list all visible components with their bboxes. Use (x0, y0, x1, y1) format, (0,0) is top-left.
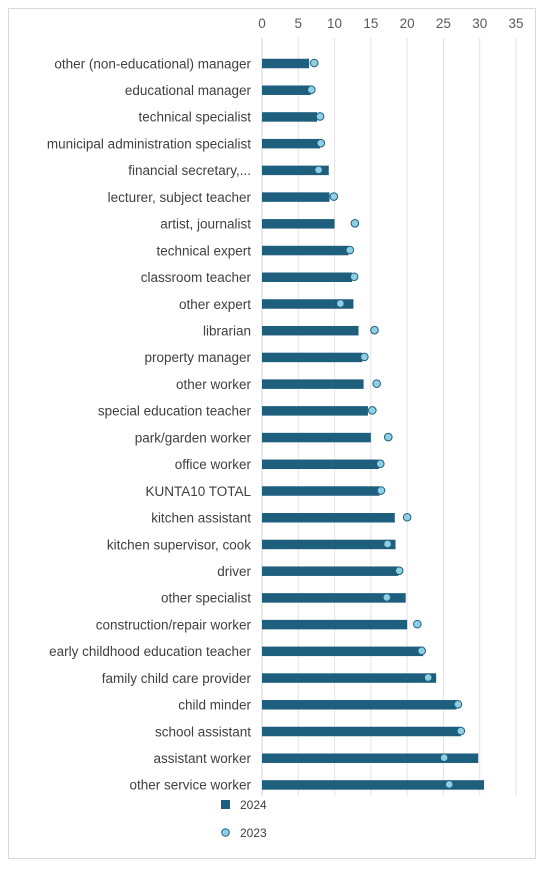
category-label: park/garden worker (135, 430, 252, 445)
x-tick-label: 20 (400, 16, 415, 31)
category-label: KUNTA10 TOTAL (145, 484, 251, 499)
bar-2024 (262, 593, 406, 603)
marker-2023 (360, 352, 369, 362)
category-label: artist, journalist (160, 217, 251, 232)
marker-2023 (444, 780, 454, 789)
bar-2024 (262, 539, 396, 550)
marker-2023 (315, 112, 325, 121)
marker-2023 (423, 673, 433, 682)
category-label: property manager (144, 350, 251, 365)
bar-2024 (262, 138, 321, 149)
bar-2024 (262, 379, 364, 389)
marker-2023 (439, 753, 449, 763)
marker-2023 (368, 406, 377, 415)
category-label: librarian (203, 324, 251, 339)
category-label: special education teacher (98, 404, 252, 419)
x-tick-label: 5 (295, 16, 303, 31)
marker-2023 (383, 432, 393, 442)
category-label: kitchen supervisor, cook (107, 537, 251, 552)
bar-2024 (262, 646, 424, 657)
bar-2024 (262, 512, 395, 523)
category-label: classroom teacher (141, 270, 252, 285)
bar-2024 (262, 406, 368, 416)
category-label: other (non-educational) manager (54, 56, 251, 71)
legend-label-2024: 2024 (240, 798, 267, 812)
marker-2023 (372, 379, 381, 388)
bar-2024 (262, 165, 329, 176)
category-label: school assistant (155, 724, 251, 739)
bar-2024 (262, 673, 437, 683)
category-label: other service worker (129, 778, 251, 793)
bar-2024 (262, 780, 485, 790)
marker-2023 (456, 726, 466, 736)
category-label: early childhood education teacher (49, 644, 251, 659)
marker-2023 (375, 459, 385, 469)
marker-2023 (336, 299, 345, 308)
x-tick-label: 25 (436, 16, 451, 31)
category-label: construction/repair worker (96, 617, 252, 632)
category-label: family child care provider (102, 671, 252, 686)
bar-2024 (262, 566, 399, 576)
marker-2023 (350, 219, 360, 228)
category-label: technical specialist (138, 110, 251, 125)
legend-label-2023: 2023 (240, 826, 267, 840)
marker-2023 (394, 566, 404, 575)
marker-2023 (345, 245, 355, 255)
category-label: technical expert (156, 243, 251, 258)
marker-2023 (402, 512, 412, 522)
bar-2024 (262, 486, 380, 496)
bar-2024 (262, 619, 408, 630)
marker-2023 (417, 646, 426, 656)
bar-2024 (262, 352, 363, 363)
bar-2024 (262, 85, 311, 95)
marker-2023 (314, 165, 323, 175)
marker-2023 (453, 699, 463, 709)
bar-2024 (262, 192, 330, 202)
marker-2023 (382, 593, 392, 602)
bar-2024 (262, 245, 349, 256)
category-label: municipal administration specialist (47, 136, 251, 151)
bar-2024 (262, 299, 354, 309)
legend-swatch-2023 (221, 828, 230, 837)
category-label: driver (217, 564, 251, 579)
bar-2024 (262, 219, 335, 229)
x-tick-label: 35 (508, 16, 523, 31)
category-label: assistant worker (153, 751, 251, 766)
marker-2023 (376, 486, 386, 495)
bar-2024 (262, 726, 461, 737)
category-label: office worker (175, 457, 252, 472)
marker-2023 (413, 619, 422, 629)
bar-2024 (262, 325, 359, 336)
category-label: lecturer, subject teacher (108, 190, 252, 205)
marker-2023 (370, 325, 379, 335)
category-label: educational manager (125, 83, 252, 98)
category-label: other specialist (161, 591, 251, 606)
bar-2024 (262, 459, 379, 470)
bar-2024 (262, 58, 310, 69)
category-label: other worker (176, 377, 252, 392)
bar-2024 (262, 700, 457, 710)
legend-swatch-2024 (221, 800, 230, 809)
category-label: kitchen assistant (151, 511, 251, 526)
bar-2024 (262, 432, 371, 443)
category-label: child minder (178, 698, 251, 713)
marker-2023 (307, 85, 316, 95)
x-tick-label: 10 (327, 16, 342, 31)
x-tick-label: 30 (472, 16, 487, 31)
x-tick-label: 15 (363, 16, 378, 31)
marker-2023 (329, 192, 339, 201)
x-tick-label: 0 (258, 16, 266, 31)
bar-2024 (262, 753, 479, 763)
bar-2024 (262, 272, 352, 283)
marker-2023 (349, 272, 359, 282)
marker-2023 (309, 58, 319, 68)
category-label: other expert (179, 297, 251, 312)
bar-2024 (262, 112, 318, 122)
category-label: financial secretary,... (128, 163, 251, 178)
marker-2023 (316, 138, 326, 148)
marker-2023 (383, 539, 392, 549)
